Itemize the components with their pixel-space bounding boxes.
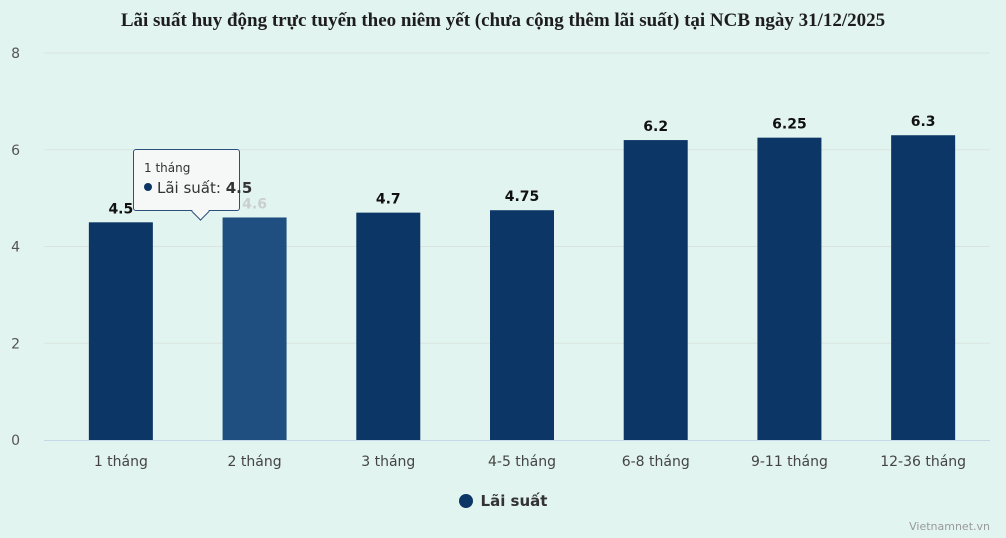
x-tick-label: 6-8 tháng <box>622 454 690 470</box>
legend-label[interactable]: Lãi suất <box>480 492 548 510</box>
y-tick-label: 6 <box>11 143 20 159</box>
data-label: 4.6 <box>242 196 267 212</box>
chart-title: Lãi suất huy động trực tuyến theo niêm y… <box>120 10 886 31</box>
bar[interactable] <box>490 210 554 440</box>
data-label: 4.7 <box>376 192 401 208</box>
y-tick-label: 0 <box>11 433 20 449</box>
x-tick-label: 2 tháng <box>228 454 282 470</box>
bar[interactable] <box>88 222 153 440</box>
legend-marker <box>458 494 473 508</box>
bar[interactable] <box>891 135 956 441</box>
legend[interactable]: Lãi suất <box>0 492 1006 510</box>
tooltip-row: Lãi suất: 4.5 <box>144 179 252 197</box>
y-tick-label: 4 <box>11 240 20 256</box>
bar[interactable] <box>222 217 287 440</box>
data-label: 6.25 <box>772 117 807 133</box>
credit-text: Vietnamnet.vn <box>909 520 990 533</box>
tooltip-series-dot <box>144 183 152 191</box>
bar[interactable] <box>757 137 822 440</box>
data-label: 4.5 <box>108 201 133 217</box>
tooltip: 1 tháng Lãi suất: 4.5 <box>133 149 252 211</box>
y-tick-label: 8 <box>11 46 20 62</box>
bar[interactable] <box>356 212 421 440</box>
bar[interactable] <box>623 140 688 440</box>
x-tick-label: 3 tháng <box>361 454 415 470</box>
data-label: 6.3 <box>911 114 936 130</box>
x-tick-label: 9-11 tháng <box>751 454 828 470</box>
data-label: 4.75 <box>505 189 540 205</box>
tooltip-value: 4.5 <box>225 179 253 197</box>
tooltip-series-label: Lãi suất: <box>157 179 226 197</box>
x-tick-label: 4-5 tháng <box>488 454 556 470</box>
data-label: 6.2 <box>643 119 668 135</box>
tooltip-header: 1 tháng <box>144 161 191 175</box>
y-tick-label: 2 <box>11 336 20 352</box>
x-tick-label: 1 tháng <box>94 454 148 470</box>
x-tick-label: 12-36 tháng <box>880 454 966 470</box>
